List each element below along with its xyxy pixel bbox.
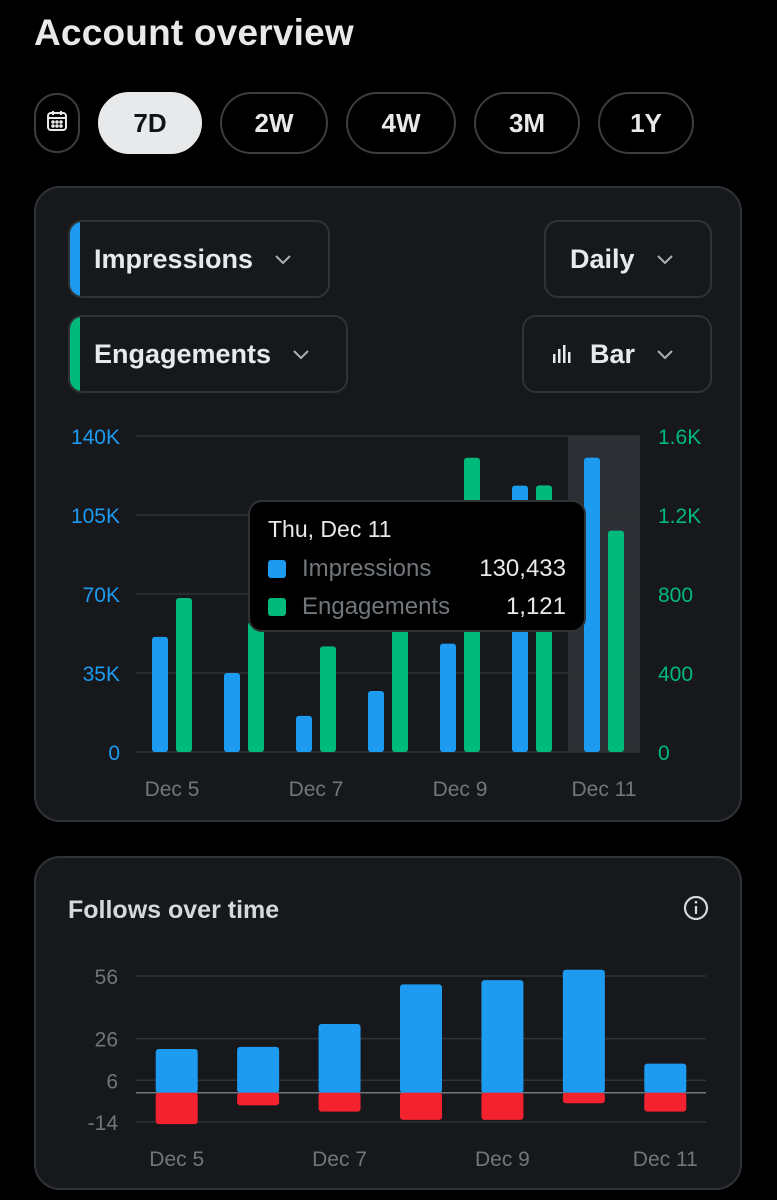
x-tick-label: Dec 5 [145, 778, 200, 801]
date-range-selector: 7D 2W 4W 3M 1Y [34, 92, 694, 154]
x-tick-label: Dec 7 [289, 778, 344, 801]
unfollows-bar [481, 1092, 524, 1120]
x-tick-label: Dec 9 [433, 778, 488, 801]
interval-label: Daily [570, 243, 635, 274]
x-tick-label: Dec 11 [633, 1148, 698, 1171]
follows-bar [644, 1063, 687, 1093]
metric1-select[interactable]: Impressions [68, 220, 330, 298]
y-left-tick-label: 70K [83, 584, 120, 607]
chevron-down-icon [289, 342, 313, 366]
follows-bar [318, 1023, 361, 1093]
unfollows-bar [644, 1092, 687, 1112]
y-tick-label: 56 [95, 966, 118, 989]
follows-title: Follows over time [68, 896, 280, 924]
impressions-swatch [268, 560, 286, 578]
engagements-bar [320, 646, 336, 752]
y-right-tick-label: 1.6K [658, 426, 701, 449]
info-icon[interactable] [682, 894, 710, 927]
engagements-bar [248, 621, 264, 752]
metric2-select[interactable]: Engagements [68, 315, 348, 393]
interval-select[interactable]: Daily [544, 220, 712, 298]
y-tick-label: 26 [95, 1029, 118, 1052]
page-title: Account overview [34, 12, 354, 53]
range-7d-button[interactable]: 7D [98, 92, 202, 154]
impressions-bar [584, 457, 600, 752]
unfollows-bar [155, 1092, 198, 1125]
unfollows-bar [237, 1092, 280, 1106]
impressions-bar [152, 636, 168, 752]
follows-bar [237, 1046, 280, 1093]
y-right-tick-label: 1.2K [658, 505, 701, 528]
y-tick-label: 6 [106, 1070, 118, 1093]
impressions-bar [296, 715, 312, 752]
metrics-chart-card: Impressions Engagements Daily Bar 0 35K 70… [34, 186, 742, 822]
metric2-label: Engagements [94, 338, 272, 369]
impressions-bar [368, 691, 384, 752]
y-left-tick-label: 0 [108, 742, 120, 765]
engagements-bar [392, 622, 408, 752]
follows-chart: -14 6 26 56 Dec 5 Dec 7 Dec 9 Dec 11 [88, 966, 706, 1171]
chevron-down-icon [653, 247, 677, 271]
y-left-tick-label: 140K [71, 426, 120, 449]
y-left-tick-label: 35K [83, 663, 120, 686]
metric1-label: Impressions [94, 243, 254, 274]
x-tick-label: Dec 9 [475, 1148, 530, 1171]
tooltip-name: Engagements [302, 593, 451, 620]
chart-tooltip: Thu, Dec 11 Impressions 130,433 Engageme… [248, 500, 586, 632]
x-tick-label: Dec 5 [149, 1148, 204, 1171]
x-tick-label: Dec 7 [312, 1148, 367, 1171]
impressions-bar [224, 673, 240, 752]
y-tick-label: -14 [88, 1112, 119, 1135]
calendar-icon [45, 109, 69, 138]
metric1-color-stripe [70, 222, 80, 296]
unfollows-bar [400, 1092, 442, 1120]
follows-bar [400, 984, 442, 1093]
follows-bar [562, 969, 605, 1093]
y-right-tick-label: 0 [658, 742, 670, 765]
chevron-down-icon [271, 247, 295, 271]
tooltip-row-impressions: Impressions 130,433 [268, 554, 566, 584]
y-right-tick-label: 800 [658, 584, 693, 607]
calendar-button[interactable] [34, 93, 80, 153]
engagements-bar [176, 597, 192, 752]
metric2-color-stripe [70, 317, 80, 391]
y-left-tick-label: 105K [71, 505, 120, 528]
tooltip-date: Thu, Dec 11 [268, 516, 392, 542]
tooltip-value: 1,121 [505, 593, 566, 620]
chevron-down-icon [653, 342, 677, 366]
bar-chart-icon [552, 343, 574, 365]
tooltip-name: Impressions [302, 555, 432, 582]
range-3m-button[interactable]: 3M [474, 92, 580, 154]
chart-type-label: Bar [590, 338, 636, 369]
y-right-tick-label: 400 [658, 663, 693, 686]
tooltip-value: 130,433 [479, 555, 566, 582]
follows-bar [481, 980, 524, 1093]
range-4w-button[interactable]: 4W [346, 92, 456, 154]
engagements-bar [608, 530, 624, 752]
follows-card: Follows over time -14 6 26 56 Dec 5 Dec 7 Dec … [34, 856, 742, 1190]
impressions-bar [440, 643, 456, 752]
unfollows-bar [318, 1092, 361, 1112]
chart-type-select[interactable]: Bar [522, 315, 712, 393]
x-tick-label: Dec 11 [572, 778, 637, 801]
range-2w-button[interactable]: 2W [220, 92, 328, 154]
unfollows-bar [562, 1092, 605, 1104]
follows-bar [155, 1049, 198, 1093]
tooltip-row-engagements: Engagements 1,121 [268, 592, 566, 622]
engagements-swatch [268, 598, 286, 616]
range-1y-button[interactable]: 1Y [598, 92, 694, 154]
